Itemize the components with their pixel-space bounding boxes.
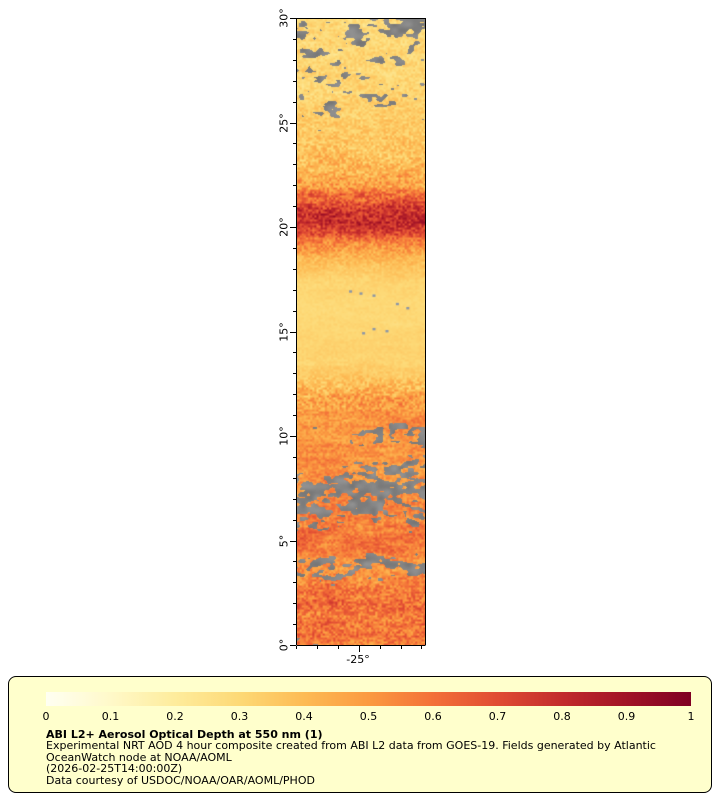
legend-line-1: Experimental NRT AOD 4 hour composite cr… xyxy=(46,739,656,752)
colorbar-tick-label: 0.2 xyxy=(166,710,184,723)
colorbar-tick-label: 1 xyxy=(687,710,695,723)
colorbar-tick-labels: 0 0.1 0.2 0.3 0.4 0.5 0.6 0.7 0.8 0.9 1 xyxy=(42,710,695,723)
legend-line-2: OceanWatch node at NOAA/AOML xyxy=(46,750,232,764)
colorbar-tick-label: 0.4 xyxy=(295,710,313,723)
legend-description: Experimental NRT AOD 4 hour composite cr… xyxy=(46,740,656,786)
colorbar-tick-label: 0.3 xyxy=(230,710,249,723)
colorbar-tick-label: 0.6 xyxy=(424,710,442,723)
lat-tick-label-5: 5° xyxy=(277,534,291,547)
colorbar-tick-label: 0 xyxy=(42,710,50,723)
colorbar-tick-label: 0.5 xyxy=(359,710,378,723)
lat-tick-label-15: 15° xyxy=(277,321,291,342)
colorbar xyxy=(46,692,691,706)
colorbar-tick-label: 0.9 xyxy=(617,710,636,723)
colorbar-tick-label: 0.7 xyxy=(488,710,507,723)
legend-title: ABI L2+ Aerosol Optical Depth at 550 nm … xyxy=(46,728,323,741)
colorbar-tick-label: 0.8 xyxy=(553,710,571,723)
lat-tick-label-25: 25° xyxy=(277,112,291,133)
lat-tick-label-10: 10° xyxy=(277,426,291,446)
lon-tick-label: -25° xyxy=(346,653,370,666)
legend-line-4: Data courtesy of USDOC/NOAA/OAR/AOML/PHO… xyxy=(46,773,315,787)
lat-tick-label-20: 20° xyxy=(277,217,291,237)
colorbar-gradient xyxy=(46,692,691,706)
aod-map-raster xyxy=(296,18,426,645)
legend-panel: 0 0.1 0.2 0.3 0.4 0.5 0.6 0.7 0.8 0.9 1 … xyxy=(8,676,712,793)
lat-tick-label-30: 30° xyxy=(277,8,291,28)
legend-line-3: (2026-02-25T14:00:00Z) xyxy=(46,762,183,775)
lat-tick-label-0: 0° xyxy=(277,638,291,652)
colorbar-tick-label: 0.1 xyxy=(101,710,120,723)
